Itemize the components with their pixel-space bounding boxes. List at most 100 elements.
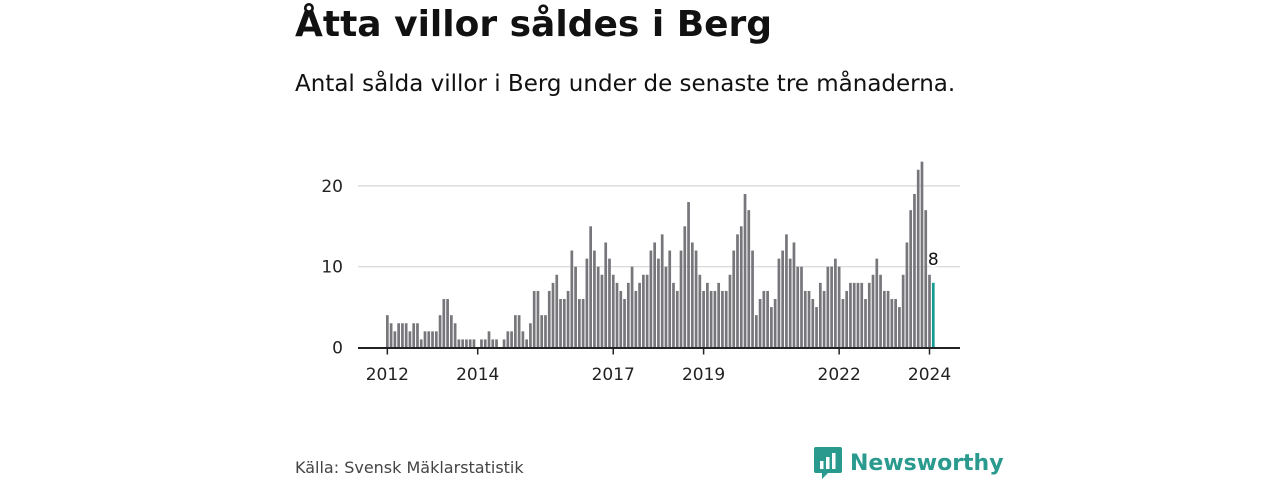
bar[interactable] [706,282,709,348]
bar[interactable] [698,274,702,348]
bar[interactable] [675,290,679,348]
bar[interactable] [709,290,713,348]
bar[interactable] [875,258,879,348]
bar[interactable] [773,299,777,348]
bar[interactable] [626,282,630,348]
bar[interactable] [562,299,566,348]
bar[interactable] [928,274,931,348]
bar[interactable] [751,250,754,348]
bar[interactable] [845,290,849,348]
bar[interactable] [638,282,641,348]
bar[interactable] [427,331,431,348]
bar[interactable] [672,282,675,348]
bar[interactable] [660,234,664,348]
bar[interactable] [721,290,724,348]
bar[interactable] [837,266,841,348]
bar[interactable] [713,290,717,348]
bar[interactable] [450,315,453,348]
bar[interactable] [574,266,577,348]
bar[interactable] [894,299,897,348]
bar[interactable] [453,323,457,348]
bar[interactable] [800,266,803,348]
bar[interactable] [615,282,619,348]
bar[interactable] [792,242,796,348]
bar[interactable] [596,266,600,348]
bar[interactable] [521,331,525,348]
bar[interactable] [879,274,882,348]
bar[interactable] [536,290,540,348]
bar[interactable] [657,258,660,348]
bar[interactable] [747,210,751,348]
bar[interactable] [502,339,506,348]
bar[interactable] [803,290,807,348]
bar-latest[interactable] [931,282,935,348]
bar[interactable] [510,331,513,348]
bar[interactable] [389,323,393,348]
bar[interactable] [717,282,721,348]
bar[interactable] [559,299,562,348]
bar[interactable] [664,266,668,348]
bar[interactable] [732,250,736,348]
bar[interactable] [483,339,487,348]
bar[interactable] [905,242,909,348]
bar[interactable] [702,290,705,348]
bar[interactable] [811,299,815,348]
bar[interactable] [404,323,408,348]
bar[interactable] [630,266,634,348]
bar[interactable] [468,339,472,348]
bar[interactable] [619,290,623,348]
bar[interactable] [882,290,886,348]
bar[interactable] [434,331,438,348]
bar[interactable] [645,274,649,348]
bar[interactable] [916,169,920,348]
bar[interactable] [762,290,766,348]
bar[interactable] [423,331,427,348]
bar[interactable] [514,315,517,348]
bar[interactable] [457,339,461,348]
bar[interactable] [754,315,758,348]
bar[interactable] [886,290,890,348]
bar[interactable] [540,315,544,348]
bar[interactable] [913,193,916,348]
bar[interactable] [788,258,792,348]
bar[interactable] [683,226,687,348]
bar[interactable] [841,299,845,348]
bar[interactable] [431,331,434,348]
bar[interactable] [472,339,476,348]
bar[interactable] [860,282,864,348]
bar[interactable] [743,193,747,348]
bar[interactable] [581,299,585,348]
bar[interactable] [461,339,464,348]
bar[interactable] [890,299,894,348]
bar[interactable] [623,299,626,348]
bar[interactable] [826,266,830,348]
bar[interactable] [758,299,762,348]
bar[interactable] [570,250,574,348]
bar[interactable] [690,242,694,348]
bar[interactable] [871,274,875,348]
bar[interactable] [867,282,871,348]
bar[interactable] [901,274,905,348]
bar[interactable] [777,258,781,348]
bar[interactable] [544,315,547,348]
bar[interactable] [694,250,698,348]
bar[interactable] [822,290,826,348]
bar[interactable] [408,331,412,348]
bar[interactable] [834,258,837,348]
bar[interactable] [438,315,442,348]
bar[interactable] [551,282,555,348]
bar[interactable] [649,250,653,348]
bar[interactable] [852,282,856,348]
bar[interactable] [506,331,510,348]
bar[interactable] [529,323,532,348]
bar[interactable] [849,282,852,348]
bar[interactable] [724,290,728,348]
bar[interactable] [419,339,423,348]
bar[interactable] [898,307,901,348]
bar[interactable] [608,258,611,348]
bar[interactable] [736,234,739,348]
bar[interactable] [416,323,419,348]
bar[interactable] [634,290,638,348]
bar[interactable] [412,323,416,348]
bar[interactable] [525,339,529,348]
